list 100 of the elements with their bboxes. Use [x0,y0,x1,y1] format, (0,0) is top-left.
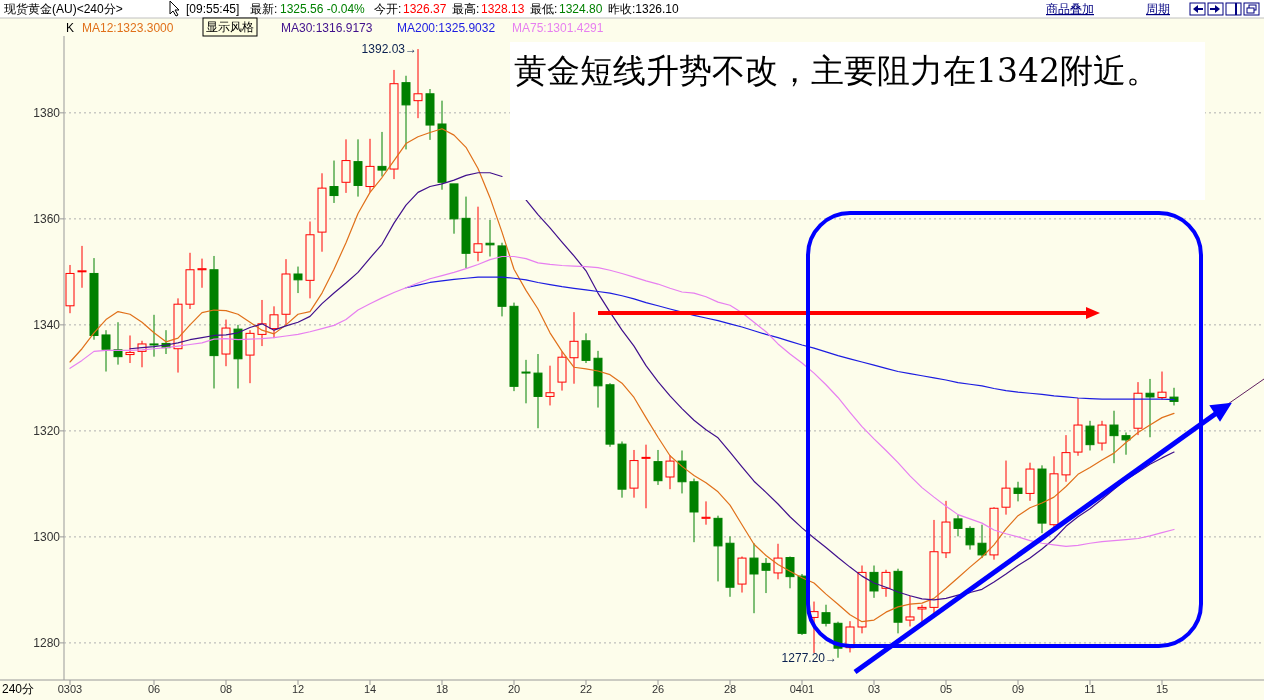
candlestick [653,449,663,486]
candlestick [1109,410,1119,464]
candlestick [149,314,159,358]
candlestick [1169,387,1179,406]
x-tick-label: 15 [1155,683,1169,695]
candlestick [665,454,675,490]
candlestick [773,543,783,580]
y-tick-label: 1340 [33,317,61,332]
candlestick [689,478,699,543]
candlestick [1025,462,1035,502]
annotation: 1392.03→ [361,42,417,57]
candlestick [1085,420,1095,451]
x-tick-label: 05 [939,683,953,695]
x-tick-label: 09 [1011,683,1025,695]
candlestick [869,565,879,599]
x-tick-label: 03 [867,683,881,695]
candlestick [101,329,111,373]
text: MA200:1325.9032 [397,21,496,35]
candlestick [377,131,387,177]
candlestick [533,353,543,429]
candlestick [461,196,471,269]
candlestick [329,160,339,204]
candlestick [389,69,399,180]
candlestick [713,515,723,582]
line-series [69,255,1175,548]
y-tick-label: 1360 [33,211,61,226]
x-tick-label: 14 [363,683,377,695]
candlestick [293,266,303,294]
text: 最低: [530,2,558,16]
candlestick [77,245,87,289]
candlestick [1133,381,1143,436]
y-tick-label: 1380 [33,105,61,120]
candlestick [629,449,639,499]
text: K [66,21,75,35]
x-tick-label: 0303 [57,683,83,695]
candlestick [797,573,807,636]
candlestick [953,514,963,537]
text: 1325.56 -0.04% [280,2,366,16]
candlestick [605,382,615,448]
text: 240分 [2,682,35,696]
candlestick [497,242,507,317]
x-tick-label: 26 [651,683,665,695]
text: 最高: [452,2,480,16]
candlestick [425,88,435,141]
line-series [69,128,1175,623]
candlestick [521,359,531,404]
candlestick [401,75,411,150]
text: 周期 [1146,2,1170,16]
x-tick-label: 18 [435,683,449,695]
candlestick [473,206,483,262]
x-tick-label: 20 [507,683,521,695]
x-tick-label: 06 [147,683,161,695]
y-tick-label: 1300 [33,529,61,544]
candlestick [941,500,951,559]
candlestick [1121,431,1131,456]
candlestick [485,219,495,257]
candlestick [881,569,891,598]
candlestick [893,568,903,634]
candlestick [677,449,687,494]
candlestick [761,557,771,594]
candlestick [341,138,351,194]
candlestick [209,255,219,389]
candlestick [245,329,255,384]
annotation: 1277.20→ [781,650,837,665]
candlestick [437,100,447,191]
candlestick [749,542,759,614]
candlestick [197,258,207,289]
candlestick [1061,434,1071,483]
candlestick [1013,481,1023,502]
candlestick [701,500,711,526]
text: 商品叠加 [1046,2,1094,16]
candlestick [557,350,567,392]
candlestick [449,183,459,235]
x-tick-label: 08 [219,683,233,695]
candlestick [305,221,315,299]
candlestick [725,535,735,598]
x-tick-label: 11 [1084,683,1096,695]
candlestick [617,440,627,499]
text: 昨收:1326.10 [608,2,680,16]
candlestick [857,565,867,634]
candlestick [569,311,579,385]
candlestick [125,334,135,364]
text: 现货黄金(AU)<240分> [4,2,123,16]
candlestick [413,48,423,119]
candlestick [545,365,555,406]
text: 最新: [250,2,278,16]
text: 1326.37 [403,2,447,16]
candlestick [65,264,75,314]
text: 今开: [374,2,402,16]
candlestick [353,138,363,198]
candlestick [89,257,99,341]
text: MA12:1323.3000 [82,21,174,35]
candlestick [185,252,195,310]
candlestick [593,350,603,409]
candlestick [965,525,975,551]
candlestick [233,324,243,389]
candlestick [317,172,327,253]
candlestick [581,332,591,364]
x-tick-label: 0401 [789,683,815,695]
text: 1328.13 [481,2,525,16]
